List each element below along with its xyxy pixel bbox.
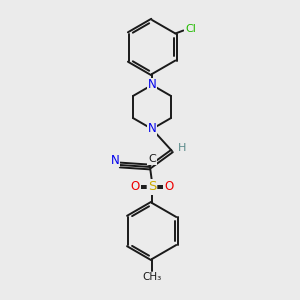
- Text: Cl: Cl: [185, 23, 196, 34]
- Text: N: N: [148, 79, 156, 92]
- Text: N: N: [111, 154, 119, 166]
- Text: C: C: [148, 154, 156, 164]
- Text: O: O: [130, 181, 140, 194]
- Text: S: S: [148, 181, 156, 194]
- Text: O: O: [164, 181, 174, 194]
- Text: N: N: [148, 122, 156, 136]
- Text: CH₃: CH₃: [142, 272, 162, 282]
- Text: H: H: [178, 143, 186, 153]
